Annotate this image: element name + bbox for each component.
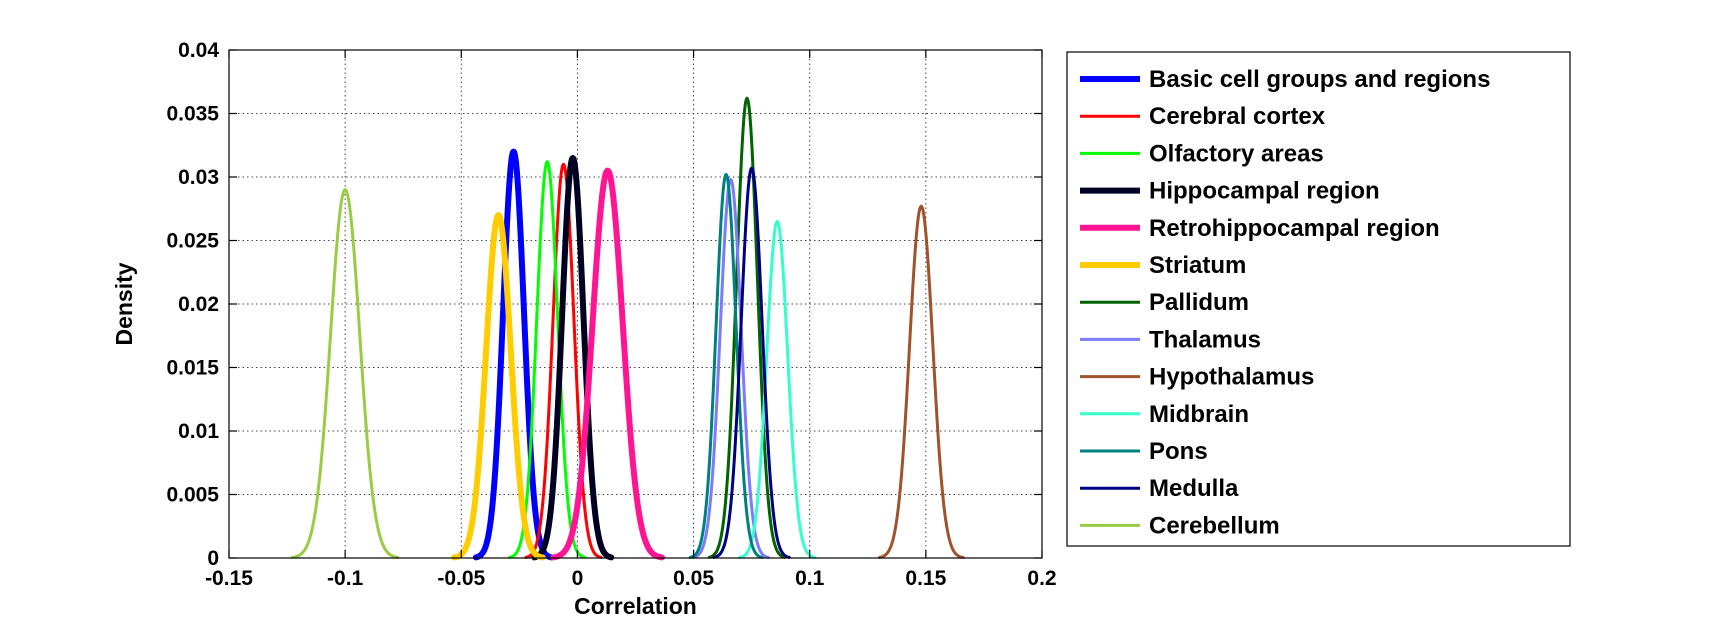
y-tick-label: 0.02 [178, 293, 219, 316]
legend-entry: Thalamus [1080, 326, 1261, 353]
y-tick-label: 0.015 [166, 357, 219, 380]
legend-label: Cerebral cortex [1149, 103, 1326, 130]
series-line-8 [877, 204, 965, 559]
x-tick-label: 0.1 [795, 567, 825, 590]
x-tick-label: -0.15 [205, 567, 253, 590]
plot-area: -0.15 -0.1 -0.05 0 0.05 0.1 0.15 0.2 0 0.005 0.01… [166, 39, 1056, 590]
legend-entry: Basic cell groups and regions [1080, 66, 1490, 93]
series-line-3 [531, 154, 615, 561]
x-tick-label: -0.1 [327, 567, 364, 590]
legend: Basic cell groups and regions Cerebral co… [1066, 51, 1571, 547]
x-tick-label: 0.2 [1027, 567, 1056, 590]
legend-entry: Hippocampal region [1080, 178, 1380, 205]
legend-label: Cerebellum [1149, 512, 1280, 539]
legend-label: Medulla [1149, 475, 1239, 502]
y-tick-label: 0.03 [178, 166, 219, 189]
series-line-11 [712, 166, 791, 559]
legend-entry: Striatum [1080, 252, 1246, 279]
x-tick-label: 0.05 [673, 567, 714, 590]
y-axis-label: Density [111, 262, 137, 345]
y-tick-label: 0.005 [166, 484, 219, 507]
series-line-12 [290, 188, 400, 559]
y-axis: 0 0.005 0.01 0.015 0.02 0.025 0.03 0.035 0.04 [166, 39, 1042, 570]
legend-entry: Retrohippocampal region [1080, 215, 1440, 242]
legend-entry: Midbrain [1080, 401, 1249, 428]
series-lines [290, 96, 965, 561]
legend-label: Striatum [1149, 252, 1246, 279]
y-tick-label: 0.04 [178, 39, 219, 62]
legend-label: Midbrain [1149, 401, 1249, 428]
legend-entry: Hypothalamus [1080, 364, 1314, 391]
y-tick-label: 0 [207, 547, 219, 570]
series-line-4 [550, 167, 665, 561]
y-tick-label: 0.035 [166, 103, 219, 126]
y-tick-label: 0.01 [178, 420, 219, 443]
series-line-10 [688, 172, 764, 559]
legend-label: Thalamus [1149, 326, 1261, 353]
legend-label: Hippocampal region [1149, 178, 1380, 205]
series-line-5 [451, 212, 546, 561]
x-tick-label: -0.05 [437, 567, 485, 590]
legend-label: Pons [1149, 438, 1208, 465]
legend-entry: Cerebellum [1080, 512, 1280, 539]
x-axis: -0.15 -0.1 -0.05 0 0.05 0.1 0.15 0.2 [205, 50, 1057, 590]
legend-box [1066, 51, 1571, 547]
legend-label: Retrohippocampal region [1149, 215, 1440, 242]
legend-label: Hypothalamus [1149, 364, 1314, 391]
series-line-7 [691, 178, 770, 559]
y-tick-label: 0.025 [166, 230, 219, 253]
legend-entry: Pons [1080, 438, 1208, 465]
series-line-6 [707, 96, 787, 559]
legend-label: Olfactory areas [1149, 140, 1324, 167]
x-tick-label: 0.15 [905, 567, 946, 590]
legend-entry: Medulla [1080, 475, 1239, 502]
series-line-1 [524, 162, 603, 559]
legend-entry: Olfactory areas [1080, 140, 1324, 167]
x-tick-label: 0 [572, 567, 584, 590]
legend-entry: Cerebral cortex [1080, 103, 1326, 130]
legend-label: Basic cell groups and regions [1149, 66, 1490, 93]
x-axis-label: Correlation [574, 593, 697, 619]
legend-entry: Pallidum [1080, 289, 1249, 316]
legend-label: Pallidum [1149, 289, 1249, 316]
